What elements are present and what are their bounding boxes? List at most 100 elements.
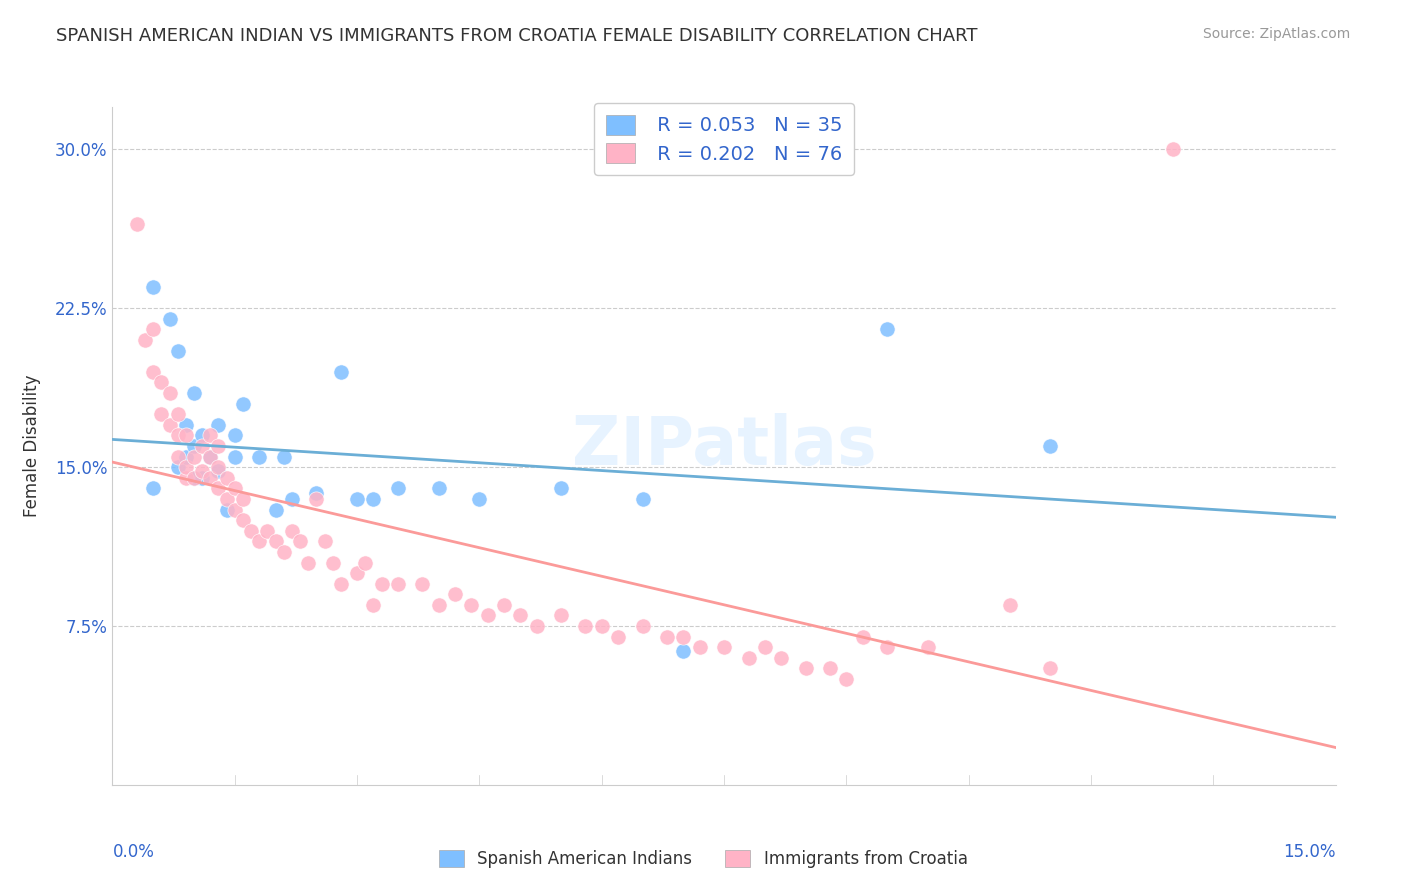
Point xyxy=(174,417,197,432)
Text: SPANISH AMERICAN INDIAN VS IMMIGRANTS FROM CROATIA FEMALE DISABILITY CORRELATION: SPANISH AMERICAN INDIAN VS IMMIGRANTS FR… xyxy=(56,27,977,45)
Point xyxy=(288,534,311,549)
Point xyxy=(363,491,385,506)
Point xyxy=(207,417,229,432)
Point xyxy=(142,280,165,294)
Point xyxy=(159,312,181,326)
Point xyxy=(273,545,295,559)
Point xyxy=(200,450,222,464)
Point xyxy=(411,576,433,591)
Point xyxy=(460,598,482,612)
Point xyxy=(281,524,304,538)
Point xyxy=(247,450,270,464)
Point xyxy=(191,471,214,485)
Point xyxy=(142,482,165,496)
Point xyxy=(329,576,352,591)
Y-axis label: Female Disability: Female Disability xyxy=(22,375,41,517)
Legend:  R = 0.053   N = 35,  R = 0.202   N = 76: R = 0.053 N = 35, R = 0.202 N = 76 xyxy=(595,103,853,176)
Point xyxy=(322,556,344,570)
Point xyxy=(672,630,695,644)
Point xyxy=(713,640,735,655)
Point xyxy=(174,471,197,485)
Point xyxy=(998,598,1021,612)
Point xyxy=(232,491,254,506)
Point xyxy=(150,376,173,390)
Point xyxy=(427,598,450,612)
Point xyxy=(509,608,531,623)
Point xyxy=(387,576,409,591)
Point xyxy=(207,460,229,475)
Point xyxy=(427,482,450,496)
Point xyxy=(142,365,165,379)
Point xyxy=(183,471,205,485)
Point xyxy=(159,386,181,401)
Point xyxy=(468,491,491,506)
Point xyxy=(264,534,287,549)
Text: Source: ZipAtlas.com: Source: ZipAtlas.com xyxy=(1202,27,1350,41)
Point xyxy=(631,619,654,633)
Point xyxy=(477,608,499,623)
Point xyxy=(200,471,222,485)
Point xyxy=(240,524,263,538)
Point xyxy=(492,598,515,612)
Point xyxy=(191,464,214,478)
Point xyxy=(754,640,776,655)
Point xyxy=(281,491,304,506)
Point xyxy=(183,386,205,401)
Point xyxy=(655,630,678,644)
Point xyxy=(672,644,695,658)
Point xyxy=(150,407,173,421)
Point xyxy=(125,217,148,231)
Point xyxy=(273,450,295,464)
Point xyxy=(174,460,197,475)
Point xyxy=(166,407,188,421)
Point xyxy=(852,630,875,644)
Point xyxy=(574,619,596,633)
Point xyxy=(232,396,254,410)
Point xyxy=(1161,143,1184,157)
Point xyxy=(354,556,377,570)
Point xyxy=(159,417,181,432)
Point xyxy=(591,619,613,633)
Point xyxy=(917,640,939,655)
Point xyxy=(305,485,328,500)
Point xyxy=(207,464,229,478)
Point xyxy=(183,450,205,464)
Point xyxy=(207,482,229,496)
Point xyxy=(200,450,222,464)
Point xyxy=(770,651,793,665)
Point xyxy=(444,587,467,601)
Point xyxy=(247,534,270,549)
Point xyxy=(876,640,898,655)
Point xyxy=(215,471,238,485)
Point xyxy=(305,491,328,506)
Point xyxy=(224,482,246,496)
Point xyxy=(1039,661,1062,675)
Point xyxy=(191,439,214,453)
Point xyxy=(314,534,336,549)
Point xyxy=(224,450,246,464)
Point xyxy=(631,491,654,506)
Text: 0.0%: 0.0% xyxy=(112,843,155,861)
Point xyxy=(166,428,188,442)
Point xyxy=(215,491,238,506)
Point xyxy=(526,619,548,633)
Point xyxy=(607,630,630,644)
Point xyxy=(166,460,188,475)
Point xyxy=(346,491,368,506)
Point xyxy=(363,598,385,612)
Point xyxy=(818,661,841,675)
Point xyxy=(387,482,409,496)
Point xyxy=(550,608,572,623)
Point xyxy=(329,365,352,379)
Point xyxy=(689,640,711,655)
Point xyxy=(737,651,759,665)
Point xyxy=(835,672,858,686)
Point xyxy=(264,502,287,516)
Point xyxy=(224,502,246,516)
Point xyxy=(166,450,188,464)
Point xyxy=(1039,439,1062,453)
Point xyxy=(200,428,222,442)
Point xyxy=(183,439,205,453)
Point xyxy=(297,556,319,570)
Point xyxy=(232,513,254,527)
